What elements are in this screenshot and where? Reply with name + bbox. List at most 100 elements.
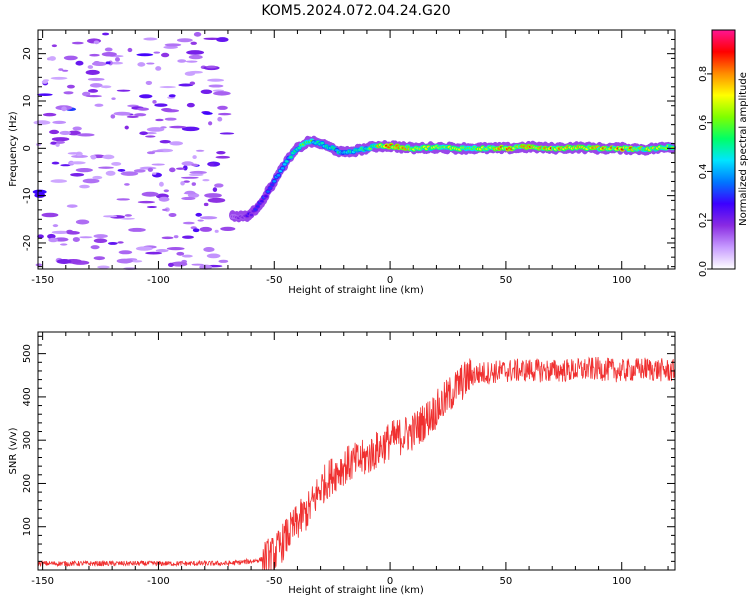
noise-blob (113, 111, 132, 116)
noise-blob (146, 205, 158, 209)
noise-blob (183, 180, 190, 183)
y-tick-label: -10 (22, 187, 33, 203)
x-tick-label: 100 (612, 275, 631, 286)
noise-blob (220, 226, 236, 231)
noise-blob (98, 166, 114, 169)
noise-blob (63, 91, 74, 95)
noise-blob (169, 141, 184, 146)
noise-blob (124, 214, 132, 217)
noise-blob (111, 161, 122, 166)
noise-blob (69, 161, 86, 165)
noise-blob (176, 167, 186, 170)
noise-blob (48, 237, 59, 243)
noise-blob (166, 247, 185, 251)
noise-blob (63, 55, 78, 61)
noise-blob (52, 224, 59, 228)
noise-blob (51, 44, 57, 48)
noise-blob (61, 69, 69, 72)
x-tick-label: 50 (500, 576, 513, 587)
noise-blob (97, 265, 110, 269)
noise-blob (169, 167, 176, 173)
noise-blob (193, 32, 202, 37)
noise-blob (71, 154, 89, 158)
noise-blob (145, 80, 153, 86)
noise-blob (133, 169, 146, 173)
noise-blob (190, 41, 197, 45)
noise-blob (107, 241, 118, 245)
noise-blob (177, 59, 187, 63)
y-tick-label: 500 (22, 344, 33, 363)
colorbar: 0.0 0.2 0.4 0.6 0.8 Normalized spectral ampl… (698, 29, 749, 277)
ridge-core (282, 163, 287, 166)
noise-blob (116, 258, 133, 264)
noise-blob (182, 221, 195, 225)
noise-blob (139, 94, 153, 99)
noise-blob (128, 227, 146, 232)
noise-blob (136, 53, 154, 57)
y-tick-label: 400 (22, 387, 33, 406)
noise-blob (51, 161, 60, 165)
x-tick-label: -150 (31, 576, 54, 587)
noise-blob (208, 84, 224, 88)
noise-blob (61, 106, 67, 112)
noise-blob (159, 140, 171, 144)
noise-blob (189, 170, 207, 175)
colorbar-tick-label: 0.2 (698, 212, 709, 228)
noise-blob (180, 176, 199, 179)
noise-blob (134, 113, 147, 117)
noise-blob (146, 62, 155, 65)
noise-blob (160, 52, 170, 58)
noise-blob (161, 107, 173, 112)
noise-blob (66, 231, 80, 235)
noise-blob (43, 79, 50, 82)
noise-blob (37, 234, 44, 239)
noise-blob (70, 173, 85, 177)
noise-blob (93, 238, 108, 244)
y-tick-label: 100 (22, 517, 33, 536)
noise-blob (76, 133, 95, 137)
noise-blob (92, 175, 103, 180)
noise-blob (51, 230, 70, 234)
noise-blob (195, 212, 202, 217)
noise-blob (200, 89, 213, 94)
noise-blob (48, 56, 56, 61)
x-tick-label: -100 (147, 275, 170, 286)
noise-blob (126, 115, 139, 119)
noise-blob (208, 121, 213, 126)
noise-blob (127, 47, 133, 53)
noise-blob (152, 150, 164, 153)
x-tick-label: 100 (612, 576, 631, 587)
spectrogram-noise-blobs (32, 32, 236, 270)
noise-blob (208, 162, 215, 167)
noise-blob (188, 54, 203, 60)
noise-blob (137, 200, 155, 204)
noise-blob (105, 170, 116, 176)
colorbar-ticks: 0.0 0.2 0.4 0.6 0.8 (698, 66, 712, 277)
noise-blob (217, 116, 223, 122)
noise-blob (79, 184, 90, 189)
noise-blob (100, 85, 112, 89)
noise-blob (173, 235, 179, 239)
noise-blob (163, 189, 170, 193)
noise-blob (161, 236, 174, 240)
noise-blob (159, 181, 164, 187)
noise-blob (155, 248, 169, 253)
noise-blob (215, 155, 231, 159)
noise-blob (93, 256, 106, 261)
noise-blob (93, 234, 108, 239)
noise-blob (204, 193, 222, 198)
noise-blob (75, 167, 93, 173)
y-tick-label: 200 (22, 474, 33, 493)
noise-blob (58, 68, 64, 71)
noise-blob (192, 155, 197, 160)
noise-blob (199, 226, 213, 232)
noise-blob (217, 112, 232, 116)
noise-blob (82, 91, 91, 97)
colorbar-gradient (712, 30, 735, 269)
noise-blob (191, 182, 196, 186)
noise-blob (87, 89, 99, 93)
noise-blob (79, 236, 93, 239)
colorbar-tick-label: 0.0 (698, 261, 709, 277)
